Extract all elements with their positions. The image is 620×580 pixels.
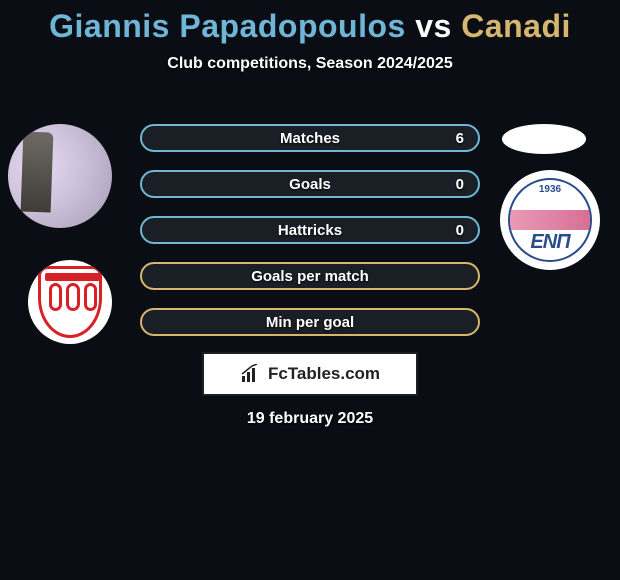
brand-label: FcTables.com bbox=[268, 364, 380, 384]
stat-label: Hattricks bbox=[278, 222, 342, 239]
player1-club-crest bbox=[28, 260, 112, 344]
stat-bar: Matches 6 bbox=[140, 124, 480, 152]
stats-container: Matches 6 Goals 0 Hattricks 0 Goals per match M… bbox=[140, 124, 480, 354]
player2-avatar bbox=[502, 124, 586, 154]
crest-letters: ENП bbox=[510, 231, 590, 254]
crest-year: 1936 bbox=[510, 184, 590, 195]
title-player1: Giannis Papadopoulos bbox=[49, 8, 406, 44]
chart-icon bbox=[240, 364, 262, 384]
stat-label: Min per goal bbox=[266, 314, 354, 331]
date-label: 19 february 2025 bbox=[0, 410, 620, 428]
stat-label: Matches bbox=[280, 130, 340, 147]
stat-value: 0 bbox=[456, 222, 464, 239]
stat-bar: Min per goal bbox=[140, 308, 480, 336]
page-title: Giannis Papadopoulos vs Canadi bbox=[0, 0, 620, 45]
stat-bar: Hattricks 0 bbox=[140, 216, 480, 244]
subtitle: Club competitions, Season 2024/2025 bbox=[0, 55, 620, 73]
stat-label: Goals bbox=[289, 176, 331, 193]
title-vs: vs bbox=[406, 8, 461, 44]
brand-box: FcTables.com bbox=[202, 352, 418, 396]
title-player2: Canadi bbox=[461, 8, 571, 44]
stat-label: Goals per match bbox=[251, 268, 369, 285]
stat-value: 0 bbox=[456, 176, 464, 193]
stat-bar: Goals 0 bbox=[140, 170, 480, 198]
stat-bar: Goals per match bbox=[140, 262, 480, 290]
player2-club-crest: 1936 ENП bbox=[500, 170, 600, 270]
player1-avatar bbox=[8, 124, 112, 228]
stat-value: 6 bbox=[456, 130, 464, 147]
